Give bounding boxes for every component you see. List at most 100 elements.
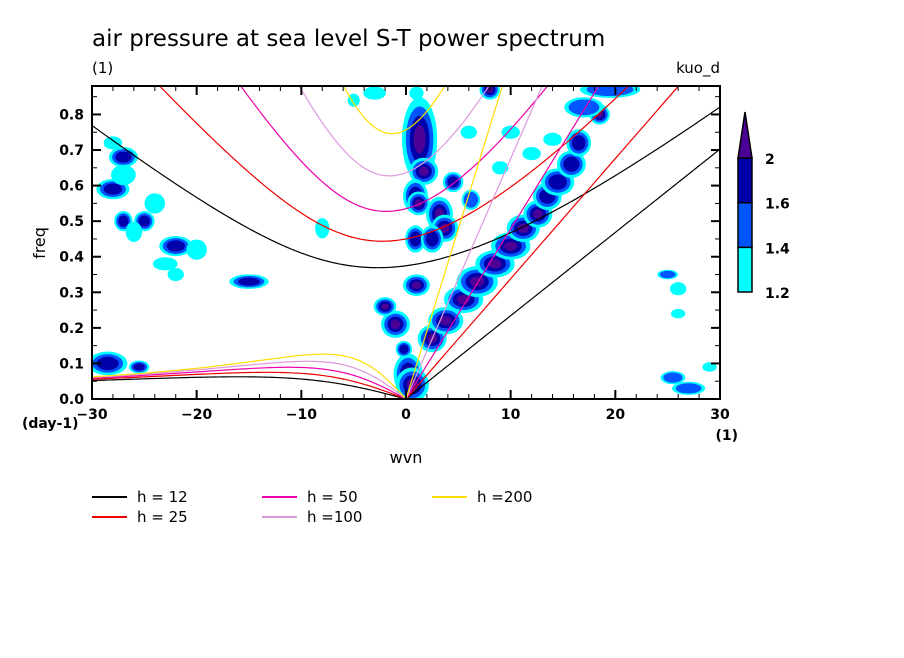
contour-blob [659, 270, 676, 279]
x-tick-label: 0 [401, 407, 411, 423]
contour-blob [111, 164, 136, 186]
contour-blob [125, 221, 143, 242]
contour-blob [571, 135, 586, 151]
chart-title: air pressure at sea level S-T power spec… [92, 26, 605, 52]
colorbar-label: 1.6 [765, 197, 790, 213]
kelvin-curve [405, 86, 503, 399]
contour-blob [167, 267, 184, 282]
contour-blob [532, 209, 543, 219]
contour-blob [186, 239, 207, 260]
contour-blob [237, 277, 261, 286]
colorbar-label: 1.4 [765, 241, 790, 257]
contour-blob [409, 86, 424, 100]
colorbar-segment [737, 157, 753, 204]
colorbar-extend-triangle [737, 111, 753, 159]
contour-blob [669, 282, 687, 296]
y-axis-label: freq [30, 227, 49, 259]
contour-blob [522, 147, 541, 161]
x-tick-label: −20 [181, 407, 212, 423]
contour-blob [663, 372, 683, 383]
rossby-curve [92, 376, 407, 399]
contour-fill [92, 86, 717, 399]
contour-blob [103, 136, 123, 150]
legend-label: h = 12 [137, 488, 188, 506]
contour-blob [115, 151, 132, 163]
contour-blob [503, 241, 518, 251]
kelvin-curve [405, 86, 600, 399]
contour-blob [103, 183, 123, 195]
contour-blob [463, 191, 479, 208]
x-tick-label: 10 [501, 407, 521, 423]
y-tick-label: 0.4 [59, 250, 84, 266]
inertia-gravity-curve [92, 106, 720, 269]
rossby-curve [92, 371, 407, 399]
y-unit-label: (day-1) [22, 416, 79, 432]
contour-blob [563, 156, 580, 172]
chart-subtitle-right: kuo_d [676, 59, 720, 78]
colorbar-label: 1.2 [765, 286, 790, 302]
contour-blob [586, 86, 634, 97]
contour-blob [543, 132, 562, 146]
legend-label: h = 50 [307, 488, 358, 506]
chart-subtitle-left: (1) [92, 59, 113, 77]
contour-blob [670, 308, 686, 319]
contour-blob [381, 303, 389, 310]
contour-blob [152, 257, 178, 271]
x-unit-label: (1) [715, 428, 738, 444]
inertia-gravity-curve [239, 86, 549, 212]
inertia-gravity-curve [158, 86, 630, 242]
contour-blob [456, 294, 471, 305]
contour-blob [390, 319, 401, 329]
y-tick-label: 0.1 [59, 356, 84, 372]
x-axis-label: wvn [390, 448, 423, 467]
contour-blob [413, 125, 426, 154]
contour-blob [144, 193, 166, 214]
contour-blob [409, 231, 422, 247]
x-tick-label: 20 [606, 407, 626, 423]
contour-blob [548, 174, 568, 190]
contour-blob [411, 281, 422, 289]
x-tick-label: −10 [286, 407, 317, 423]
kelvin-curve [405, 86, 680, 399]
y-tick-labels: 0.0 0.1 0.2 0.3 0.4 0.5 0.6 0.7 0.8 [59, 107, 84, 408]
rossby-curve [92, 360, 407, 399]
contour-blob [347, 93, 360, 107]
colorbar-label: 2 [765, 152, 775, 168]
contour-blob [399, 344, 409, 354]
contour-blob [447, 176, 459, 188]
contour-blob [166, 240, 186, 252]
y-tick-label: 0.2 [59, 321, 84, 337]
kelvin-curve [405, 86, 543, 399]
contour-blob [501, 125, 520, 139]
y-tick-label: 0.5 [59, 214, 84, 230]
contour-blob [138, 215, 151, 227]
contour-blob [675, 383, 702, 394]
contour-blob [439, 316, 452, 326]
y-tick-label: 0.6 [59, 179, 84, 195]
axis-ticks [91, 86, 721, 400]
contour-blob [363, 86, 386, 100]
dispersion-curves [92, 86, 720, 399]
legend-label: h =200 [477, 488, 532, 506]
x-tick-label: −30 [76, 407, 107, 423]
contour-blob [133, 363, 145, 371]
rossby-curve [92, 366, 407, 399]
kelvin-curve [405, 148, 720, 399]
contour-blob [492, 161, 509, 175]
contour-blob [418, 166, 429, 177]
contour-blob [460, 125, 477, 139]
legend-label: h = 25 [137, 508, 188, 526]
contour-blob [425, 231, 439, 247]
inertia-gravity-curve [298, 86, 490, 177]
legend: h = 12 h = 25 h = 50 h =100 h =200 [92, 488, 532, 526]
contour-blob [118, 215, 129, 227]
contour-blob [702, 362, 717, 372]
y-tick-label: 0.8 [59, 107, 84, 123]
y-tick-label: 0.3 [59, 285, 84, 301]
contour-blob [568, 99, 600, 116]
legend-label: h =100 [307, 508, 362, 526]
contour-blob [488, 259, 502, 269]
rossby-curve [92, 353, 407, 399]
x-tick-label: 30 [710, 407, 730, 423]
colorbar-segment [737, 246, 753, 293]
